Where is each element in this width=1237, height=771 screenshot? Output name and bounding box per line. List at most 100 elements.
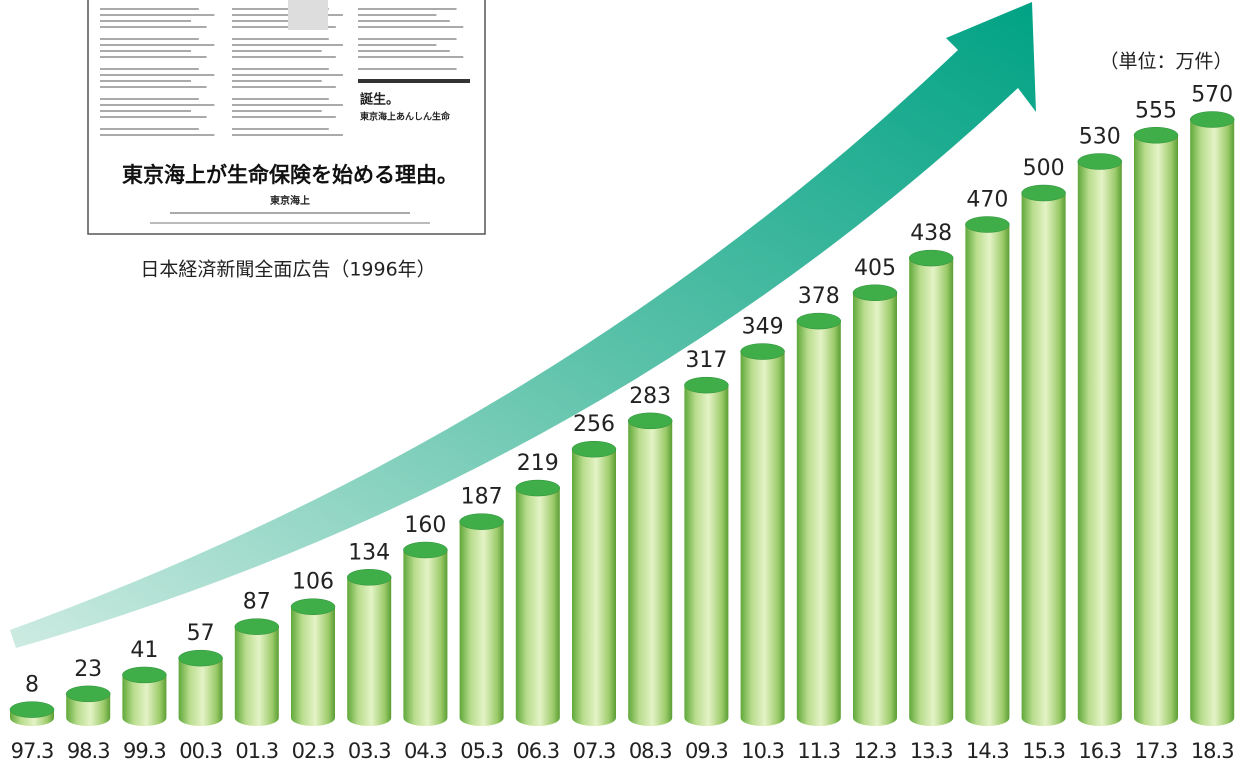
value-label: 160 <box>404 513 446 538</box>
ad-text-line <box>100 68 199 70</box>
x-tick-label: 01.3 <box>235 739 278 763</box>
ad-text-line <box>358 56 464 58</box>
x-tick-label: 03.3 <box>348 739 391 763</box>
ad-text-line <box>100 74 215 76</box>
ad-text-line <box>100 134 215 136</box>
inset-ad-body <box>100 0 464 224</box>
bar-top <box>1133 127 1179 144</box>
x-tick-label: 00.3 <box>179 739 222 763</box>
bar <box>572 449 616 726</box>
bar <box>178 658 223 726</box>
bar-top <box>571 440 617 458</box>
ad-text-line <box>100 110 191 112</box>
ad-text-line <box>100 98 199 100</box>
x-tick-label: 18.3 <box>1191 739 1234 763</box>
bar-top <box>515 479 561 497</box>
x-tick-label: 16.3 <box>1078 739 1121 763</box>
bar <box>1190 119 1235 726</box>
value-label: 187 <box>461 485 503 510</box>
ad-text-line <box>232 8 329 10</box>
value-label: 283 <box>629 384 671 409</box>
value-label: 570 <box>1191 83 1233 108</box>
ad-text-line <box>100 20 191 22</box>
value-label: 57 <box>187 621 215 646</box>
value-label: 438 <box>910 221 952 246</box>
ad-text-line <box>232 14 343 16</box>
x-tick-label: 09.3 <box>685 739 728 763</box>
bar-top <box>122 666 167 684</box>
bar <box>909 258 954 726</box>
ad-text-line <box>358 68 457 70</box>
bar <box>1134 135 1178 726</box>
ad-text-line <box>100 44 215 46</box>
bar <box>66 693 111 726</box>
bar <box>965 224 1010 726</box>
ad-text-line <box>232 98 329 100</box>
ad-text-line <box>100 50 191 52</box>
value-label: 134 <box>348 540 390 565</box>
value-label: 256 <box>573 412 615 437</box>
bar <box>628 420 673 726</box>
ad-text-line <box>358 38 457 40</box>
bar-top <box>796 312 842 330</box>
value-label: 8 <box>25 673 39 698</box>
inset-ad-rule <box>358 79 470 83</box>
ad-text-line <box>232 26 336 28</box>
ad-footer-line <box>170 212 410 214</box>
ad-text-line <box>232 116 336 118</box>
value-label: 470 <box>966 188 1008 213</box>
ad-text-line <box>232 50 322 52</box>
ad-text-line <box>100 86 207 88</box>
bar-top <box>1077 153 1123 170</box>
x-tick-label: 06.3 <box>516 739 559 763</box>
ad-text-line <box>232 128 329 130</box>
bar <box>853 292 897 726</box>
bar-top <box>908 249 954 267</box>
ad-text-line <box>100 116 207 118</box>
ad-text-line <box>358 8 457 10</box>
bar-top <box>403 541 448 559</box>
bar <box>684 385 729 726</box>
bar-top <box>346 569 392 586</box>
ad-text-line <box>358 50 450 52</box>
ad-text-line <box>100 26 207 28</box>
bar <box>515 488 560 726</box>
bar <box>796 321 841 726</box>
ad-text-line <box>358 20 450 22</box>
ad-text-line <box>232 86 336 88</box>
value-label: 555 <box>1135 98 1177 123</box>
bar <box>1021 193 1066 726</box>
bar-top <box>1021 184 1066 202</box>
value-label: 378 <box>798 284 840 309</box>
x-tick-label: 11.3 <box>797 739 840 763</box>
ad-text-line <box>100 38 199 40</box>
bar-top <box>1189 111 1235 128</box>
ad-text-line <box>358 26 464 28</box>
ad-text-line <box>100 80 191 82</box>
x-tick-label: 99.3 <box>123 739 166 763</box>
ad-text-line <box>100 14 215 16</box>
x-tick-label: 17.3 <box>1135 739 1178 763</box>
value-label: 87 <box>243 590 271 615</box>
value-label: 219 <box>517 451 559 476</box>
ad-text-line <box>100 8 199 10</box>
inset-side-subtitle: 東京海上あんしん生命 <box>360 111 451 123</box>
value-label: 405 <box>854 256 896 281</box>
ad-text-line <box>232 38 329 40</box>
bar <box>1077 161 1122 726</box>
ad-footer-line <box>150 222 430 224</box>
ad-text-line <box>232 74 343 76</box>
bar-top <box>178 649 223 667</box>
bar <box>459 521 504 726</box>
x-tick-label: 12.3 <box>854 739 897 763</box>
ad-text-line <box>358 14 437 16</box>
inset-caption: 日本経済新聞全面広告（1996年） <box>140 259 435 281</box>
unit-label: （単位：万件） <box>1099 51 1232 73</box>
inset-side-title: 誕生。 <box>360 92 399 108</box>
ad-text-line <box>100 104 215 106</box>
bar-top <box>627 412 673 430</box>
bar-top <box>965 216 1010 233</box>
ad-text-line <box>232 134 343 136</box>
